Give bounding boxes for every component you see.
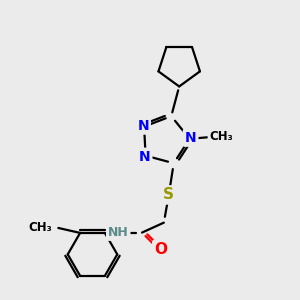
Text: CH₃: CH₃ [28,221,52,235]
Text: N: N [185,131,197,145]
Text: NH: NH [108,226,129,239]
Text: N: N [139,150,150,164]
Text: O: O [154,242,167,257]
Text: S: S [163,188,174,202]
Text: CH₃: CH₃ [209,130,233,143]
Text: N: N [137,118,149,133]
